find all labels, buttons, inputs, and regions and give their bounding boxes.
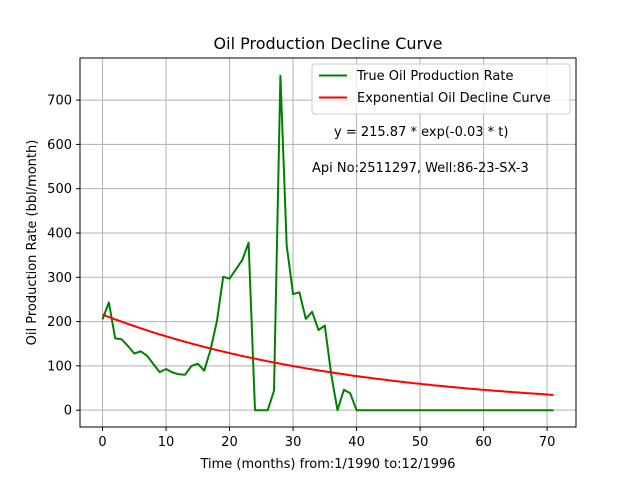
x-tick-label: 10 — [158, 435, 175, 450]
legend-label-true-rate: True Oil Production Rate — [356, 69, 513, 84]
series-line-true-rate — [101, 74, 554, 412]
y-tick-label: 300 — [47, 271, 72, 286]
x-tick-label: 70 — [539, 435, 556, 450]
x-tick-label: 30 — [285, 435, 302, 450]
equation-annotation: y = 215.87 * exp(-0.03 * t) — [334, 125, 508, 140]
y-tick-label: 500 — [47, 182, 72, 197]
series-layer — [101, 74, 554, 412]
x-tick-label: 40 — [348, 435, 365, 450]
x-tick-label: 20 — [221, 435, 238, 450]
legend-box — [311, 63, 571, 115]
legend: True Oil Production Rate Exponential Oil… — [311, 63, 571, 115]
x-axis-label: Time (months) from:1/1990 to:12/1996 — [199, 457, 455, 472]
y-tick-label: 400 — [47, 226, 72, 241]
legend-label-exponential: Exponential Oil Decline Curve — [357, 91, 551, 106]
well-annotation: Api No:2511297, Well:86-23-SX-3 — [312, 161, 529, 176]
y-tick-label: 600 — [47, 138, 72, 153]
plot-frame — [79, 57, 577, 428]
y-tick-label: 0 — [64, 404, 72, 419]
y-axis-label: Oil Production Rate (bbl/month) — [25, 140, 40, 346]
chart-title: Oil Production Decline Curve — [214, 34, 443, 53]
x-tick-label: 50 — [412, 435, 429, 450]
y-tick-label: 700 — [47, 94, 72, 109]
x-tick-label: 0 — [98, 435, 106, 450]
series-line-exponential — [102, 313, 554, 396]
y-tick-label: 100 — [47, 359, 72, 374]
x-tick-label: 60 — [475, 435, 492, 450]
grid-layer — [80, 58, 576, 427]
y-tick-label: 200 — [47, 315, 72, 330]
